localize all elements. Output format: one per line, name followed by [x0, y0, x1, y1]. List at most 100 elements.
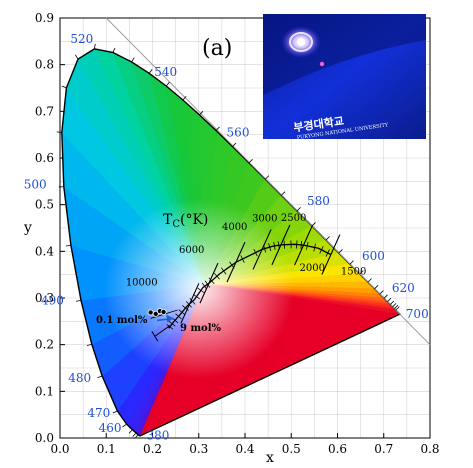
wavelength-tick: [389, 300, 395, 305]
wavelength-tick: [248, 159, 253, 164]
y-tick-label: 0.4: [35, 244, 54, 258]
wavelength-tick: [374, 285, 379, 290]
planckian-minor-tick: [214, 272, 220, 280]
wavelength-tick: [93, 43, 96, 49]
planckian-locus-line: [168, 243, 332, 329]
isotemperature-line-10000: [180, 283, 200, 324]
wavelength-label-540: 540: [154, 65, 177, 79]
wavelength-label-620: 620: [392, 281, 415, 295]
x-tick-label: 0.5: [282, 442, 301, 456]
planckian-minor-tick: [168, 321, 176, 327]
cct-label-10000: 10000: [126, 277, 158, 288]
planckian-minor-tick: [253, 248, 258, 257]
wavelength-label-380: 380: [147, 429, 170, 443]
x-tick-label: 0.8: [420, 442, 439, 456]
wavelength-tick: [122, 423, 127, 428]
planckian-minor-tick: [300, 240, 303, 249]
wavelength-tick: [56, 131, 62, 133]
wavelength-label-580: 580: [307, 194, 330, 208]
wavelength-label-460: 460: [99, 421, 122, 435]
wavelength-tick: [367, 278, 372, 283]
x-tick-label: 0.1: [97, 442, 116, 456]
x-tick-label: 0.7: [374, 442, 393, 456]
wavelength-tick: [199, 111, 204, 116]
wavelength-tick: [395, 306, 400, 311]
y-tick-label: 0.1: [35, 384, 54, 398]
cct-label-2500: 2500: [281, 213, 306, 224]
cct-axis-main: T: [163, 212, 173, 228]
wavelength-tick: [265, 175, 270, 180]
y-tick-label: 0.9: [35, 11, 54, 25]
planckian-minor-tick: [319, 246, 324, 254]
planckian-minor-tick: [240, 255, 245, 263]
sample-point: [160, 308, 167, 315]
wavelength-tick: [76, 299, 82, 302]
wavelength-tick: [325, 236, 330, 241]
wavelength-tick: [387, 297, 392, 303]
y-tick-label: 0.8: [35, 58, 54, 72]
wavelength-tick: [359, 270, 364, 275]
wavelength-tick: [97, 375, 103, 379]
cct-axis-sub: C: [172, 219, 180, 230]
y-tick-label: 0.7: [35, 104, 54, 118]
isotemperature-line-3000: [252, 229, 272, 270]
wavelength-tick: [148, 69, 153, 74]
wavelength-tick: [128, 429, 133, 434]
inset-led-photo: 부경대학교 PUKYONG NATIONAL UNIVERSITY: [263, 14, 426, 141]
planckian-minor-tick: [221, 267, 227, 275]
planckian-locus: [166, 224, 341, 330]
wavelength-label-480: 480: [68, 371, 91, 385]
wavelength-label-600: 600: [362, 249, 385, 263]
x-tick-label: 0.3: [189, 442, 208, 456]
cct-label-4000: 4000: [222, 222, 247, 233]
panel-label: (a): [202, 36, 232, 61]
planckian-minor-tick: [208, 277, 215, 285]
x-axis-title: x: [266, 450, 274, 466]
planckian-minor-tick: [197, 287, 205, 294]
wavelength-tick: [132, 432, 137, 437]
sample-end-label: 9 mol%: [180, 323, 221, 334]
wavelength-tick: [215, 126, 220, 131]
wavelength-tick: [232, 142, 237, 147]
cct-label-3000: 3000: [252, 213, 277, 224]
x-tick-label: 0.4: [235, 442, 254, 456]
planckian-minor-tick: [268, 243, 272, 252]
cct-label-1500: 1500: [341, 267, 366, 278]
wavelength-tick: [296, 207, 301, 212]
x-tick-label: 0.0: [50, 442, 69, 456]
planckian-minor-tick: [325, 249, 330, 257]
wavelength-tick: [131, 57, 135, 63]
wavelength-tick: [338, 249, 343, 254]
y-tick-label: 0.3: [35, 291, 54, 305]
planckian-minor-tick: [178, 309, 186, 316]
sample-point: [152, 310, 159, 317]
sample-arrow-head: [166, 314, 174, 323]
wavelength-tick: [392, 303, 397, 308]
wavelength-tick: [349, 260, 354, 265]
wavelength-label-560: 560: [227, 126, 250, 140]
sample-start-label: 0.1 mol%: [96, 315, 148, 326]
wavelength-tick: [112, 410, 118, 414]
wavelength-tick: [281, 191, 286, 196]
isotemperature-line-1500: [321, 234, 341, 275]
wavelength-label-490: 490: [41, 293, 64, 307]
wavelength-label-520: 520: [70, 32, 93, 46]
planckian-minor-tick: [273, 242, 276, 251]
planckian-minor-tick: [295, 240, 298, 249]
wavelength-label-500: 500: [24, 178, 47, 192]
led-core: [297, 38, 305, 46]
wavelength-tick: [394, 304, 399, 310]
y-tick-label: 0.5: [35, 198, 54, 212]
led-housing: [289, 32, 313, 52]
wavelength-tick: [383, 294, 388, 299]
planckian-minor-tick: [189, 298, 196, 305]
sample-bracket-line: [154, 325, 171, 337]
cct-label-2000: 2000: [300, 263, 325, 274]
wavelength-tick: [165, 81, 170, 87]
y-axis-title: y: [23, 220, 32, 236]
isotemperature-line-2500: [271, 224, 291, 266]
y-tick-label: 0.6: [35, 151, 54, 165]
y-tick-label: 0.0: [35, 431, 54, 445]
wavelength-label-470: 470: [87, 406, 110, 420]
